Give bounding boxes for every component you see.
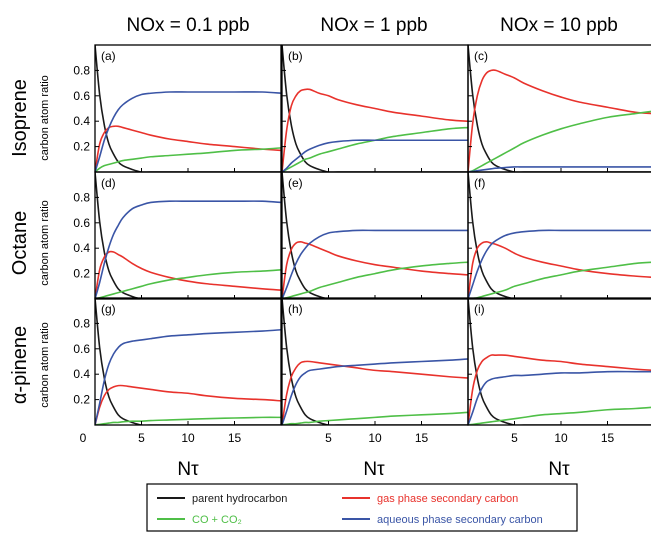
- panel-frame: [282, 172, 468, 299]
- y-tick-label: 0.2: [73, 267, 90, 281]
- x-tick-label: 15: [228, 431, 242, 445]
- panel-frame: [95, 172, 281, 299]
- panel-a: (a) 0.2 0.4 0.6 0.8: [73, 45, 281, 172]
- series-line-co: [468, 111, 651, 172]
- panel-label: (c): [474, 49, 488, 63]
- y-tick-label: 0.6: [73, 342, 90, 356]
- series-line-parent: [282, 172, 468, 299]
- panel-f: (f): [468, 172, 651, 299]
- row-ylabel-2: carbon atom ratio: [39, 200, 51, 286]
- legend-label-gas: gas phase secondary carbon: [377, 493, 518, 505]
- row-ylabel-3: carbon atom ratio: [39, 322, 51, 408]
- panel-lines: [282, 172, 468, 299]
- x-tick-label: 15: [601, 431, 615, 445]
- series-line-parent: [95, 172, 281, 299]
- panel-i: (i): [468, 298, 651, 425]
- y-tick-label: 0.8: [73, 190, 90, 204]
- x-axis-title-1: Nτ: [177, 459, 199, 480]
- panels-grid: (a) 0.2 0.4 0.6 0.8 (b) (c) (d) 0.2 0.4 0.6 0.8 (e) (…: [73, 45, 651, 425]
- legend-label-aqueous: aqueous phase secondary carbon: [377, 514, 543, 526]
- panel-label: (f): [474, 176, 485, 190]
- row-title-octane: Octane: [9, 211, 31, 275]
- series-line-gas: [282, 242, 468, 299]
- series-line-parent: [95, 45, 281, 172]
- row-ylabel-1: carbon atom ratio: [39, 75, 51, 161]
- y-tick-label: 0.2: [73, 393, 90, 407]
- panel-e: (e): [282, 172, 468, 299]
- panel-label: (g): [101, 302, 116, 316]
- panel-label: (d): [101, 176, 116, 190]
- y-tick-label: 0.8: [73, 63, 90, 77]
- x-tick-label: 5: [138, 431, 145, 445]
- panel-frame: [468, 172, 651, 299]
- y-tick-label: 0.4: [73, 114, 90, 128]
- x-axis-title-2: Nτ: [363, 459, 385, 480]
- panel-h: (h): [282, 298, 468, 425]
- panel-d: (d) 0.2 0.4 0.6 0.8: [73, 172, 281, 299]
- y-tick-label: 0.2: [73, 140, 90, 154]
- series-line-parent: [468, 45, 651, 172]
- series-line-aqueous: [282, 140, 468, 172]
- row-title-isoprene: Isoprene: [9, 79, 31, 157]
- y-tick-label: 0.8: [73, 316, 90, 330]
- panel-lines: [282, 45, 468, 172]
- panel-lines: [95, 298, 281, 425]
- series-line-aqueous: [468, 372, 651, 425]
- panel-label: (a): [101, 49, 116, 63]
- panel-label: (e): [288, 176, 303, 190]
- x-tick-label: 10: [181, 431, 195, 445]
- panel-frame: [95, 45, 281, 172]
- series-line-aqueous: [95, 201, 281, 299]
- panel-lines: [95, 45, 281, 172]
- series-line-co: [468, 262, 651, 299]
- series-line-aqueous: [282, 359, 468, 425]
- y-tick-label: 0.4: [73, 367, 90, 381]
- column-title-1: NOx = 0.1 ppb: [126, 15, 249, 36]
- x-tick-label: 10: [368, 431, 382, 445]
- series-line-co: [95, 270, 281, 299]
- series-line-gas: [468, 242, 651, 299]
- x-tick-label: 15: [415, 431, 429, 445]
- series-line-parent: [468, 172, 651, 299]
- panel-label: (h): [288, 302, 303, 316]
- panel-lines: [95, 172, 281, 299]
- panel-lines: [468, 298, 651, 425]
- y-tick-label: 0.6: [73, 89, 90, 103]
- panel-c: (c): [468, 45, 651, 172]
- panel-g: (g) 0.2 0.4 0.6 0.8: [73, 298, 281, 425]
- series-line-gas: [468, 355, 651, 425]
- series-line-parent: [95, 298, 281, 425]
- y-tick-label: 0.4: [73, 241, 90, 255]
- x-tick-label: 5: [511, 431, 518, 445]
- panel-label: (b): [288, 49, 303, 63]
- panel-lines: [282, 298, 468, 425]
- panel-label: (i): [474, 302, 485, 316]
- row-title-alpha-pinene: α-pinene: [9, 326, 31, 404]
- panel-lines: [468, 172, 651, 299]
- x-tick-labels: 0 5 10 15 5 10 15 5 10 15: [80, 431, 615, 445]
- series-line-co: [468, 407, 651, 425]
- series-line-gas: [468, 70, 651, 172]
- legend: parent hydrocarbon gas phase secondary c…: [147, 484, 577, 531]
- panel-frame: [468, 45, 651, 172]
- panel-b: (b): [282, 45, 468, 172]
- column-title-3: NOx = 10 ppb: [500, 15, 618, 36]
- y-tick-label: 0.6: [73, 216, 90, 230]
- x-tick-label: 10: [554, 431, 568, 445]
- series-line-aqueous: [95, 330, 281, 425]
- legend-label-parent: parent hydrocarbon: [192, 493, 287, 505]
- panel-lines: [468, 45, 651, 172]
- column-title-2: NOx = 1 ppb: [320, 15, 427, 36]
- legend-label-co: CO + CO₂: [192, 514, 242, 526]
- x-axis-title-3: Nτ: [548, 459, 570, 480]
- x-tick-label: 0: [80, 431, 87, 445]
- x-tick-label: 5: [325, 431, 332, 445]
- panel-frame: [95, 298, 281, 425]
